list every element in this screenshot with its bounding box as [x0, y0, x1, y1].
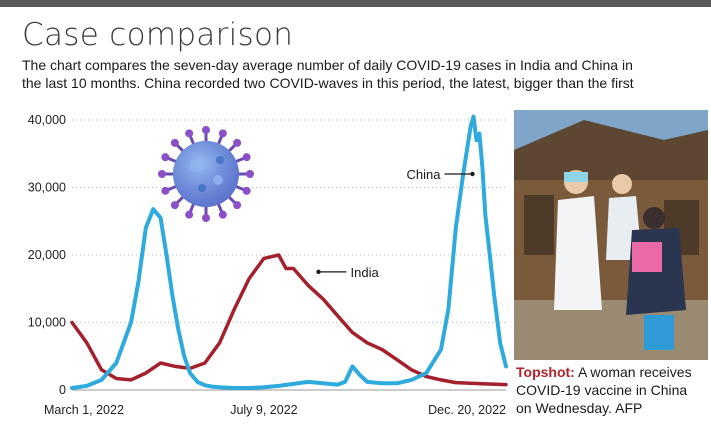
virus-spike-tip: [170, 138, 179, 147]
annotation-dot: [316, 269, 321, 275]
caption-line-3: on Wednesday.: [516, 400, 612, 416]
vaccination-photo: [514, 110, 708, 360]
annotation-dot: [470, 171, 475, 177]
virus-spike-tip: [170, 201, 179, 210]
caption-line-1: A woman receives: [577, 364, 692, 380]
subtitle-line-1: The chart compares the seven-day average…: [22, 57, 633, 73]
virus-spike-tip: [202, 126, 210, 134]
photo-caption: Topshot: A woman receives COVID-19 vacci…: [516, 363, 708, 417]
y-tick-label: 30,000: [28, 181, 66, 195]
annotation-layer: China India: [316, 167, 475, 280]
y-tick-label: 20,000: [28, 248, 66, 262]
x-tick-label: Dec. 20, 2022: [428, 403, 506, 417]
x-tick-label: March 1, 2022: [44, 403, 124, 417]
virus-spike-tip: [218, 129, 227, 138]
annotation-label-india: India: [351, 265, 380, 280]
grid-layer: [72, 119, 506, 391]
virus-spike-tip: [218, 210, 227, 219]
virus-spike-tip: [242, 186, 251, 195]
page-title: Case comparison: [22, 17, 294, 53]
caption-line-2: COVID-19 vaccine in China: [516, 382, 688, 398]
virus-spike-tip: [233, 201, 242, 210]
series-layer: [70, 114, 508, 390]
virus-spike-tip: [158, 170, 166, 178]
subtitle-line-2: the last 10 months. China recorded two C…: [22, 75, 634, 91]
y-tick-label: 0: [59, 383, 66, 397]
line-chart: 0 10,000 20,000 30,000 40,000 March 1, 2022 J…: [28, 113, 508, 417]
x-tick-label: July 9, 2022: [230, 403, 297, 417]
top-rule: [0, 0, 711, 7]
y-tick-label: 40,000: [28, 113, 66, 127]
series-line-india: [70, 253, 508, 387]
y-axis-tick-labels: 0 10,000 20,000 30,000 40,000: [28, 113, 66, 397]
caption-credit: AFP: [615, 400, 643, 416]
virus-spike-tip: [161, 153, 170, 162]
x-axis-tick-labels: March 1, 2022 July 9, 2022 Dec. 20, 2022: [44, 403, 506, 417]
caption-tag: Topshot:: [516, 364, 575, 380]
chart-subtitle: The chart compares the seven-day average…: [22, 56, 708, 92]
virus-spike-tip: [185, 129, 194, 138]
annotation-label-china: China: [407, 167, 442, 182]
series-line-china: [70, 114, 508, 390]
virus-illustration-icon: [158, 126, 254, 222]
virus-spike-tip: [233, 138, 242, 147]
virus-spike-tip: [246, 170, 254, 178]
virus-spike-tip: [242, 153, 251, 162]
virus-spike-tip: [202, 214, 210, 222]
virus-spike-tip: [161, 186, 170, 195]
y-tick-label: 10,000: [28, 316, 66, 330]
virus-spike-tip: [185, 210, 194, 219]
